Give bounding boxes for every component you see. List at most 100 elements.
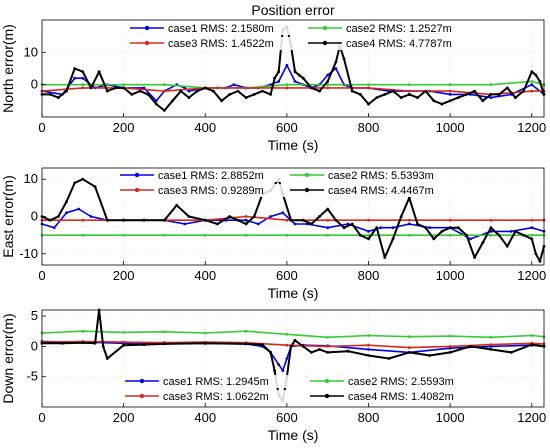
data-point-case2 <box>367 233 370 237</box>
data-point-case2 <box>122 83 125 87</box>
data-point-case4 <box>509 351 513 354</box>
data-point-case4 <box>203 341 207 345</box>
data-point-case2 <box>448 233 452 237</box>
data-point-case1 <box>73 76 77 80</box>
legend-entry-background <box>288 184 464 197</box>
data-point-case1 <box>183 86 187 90</box>
data-point-case4 <box>424 226 427 230</box>
legend-entry-background <box>128 22 304 35</box>
panel-1: 0 200 400 600 800 1000 1200 0 10 Time (s) North er… <box>0 19 546 153</box>
data-point-case4 <box>236 89 240 93</box>
x-tick-label: 1200 <box>517 268 546 283</box>
legend-swatch-marker <box>144 25 150 31</box>
data-point-case1 <box>232 83 236 87</box>
data-point-case3 <box>285 218 289 222</box>
data-point-case4 <box>297 73 301 77</box>
data-point-case4 <box>334 218 338 222</box>
data-point-case4 <box>326 207 330 211</box>
data-point-case4 <box>244 96 248 99</box>
x-tick-label: 1000 <box>436 268 465 283</box>
data-point-case2 <box>81 83 85 87</box>
data-point-case4 <box>310 222 313 226</box>
data-point-case1 <box>285 357 289 360</box>
x-tick-label: 1200 <box>517 120 546 135</box>
data-point-case4 <box>163 109 166 112</box>
data-point-case1 <box>530 83 534 87</box>
data-point-case4 <box>261 89 264 93</box>
data-point-case4 <box>505 86 509 90</box>
data-point-case3 <box>81 218 85 222</box>
data-point-case4 <box>473 256 476 259</box>
data-point-case4 <box>228 93 232 96</box>
data-point-case1 <box>277 80 281 83</box>
y-tick-label: 10 <box>24 171 38 186</box>
data-point-case4 <box>105 218 109 222</box>
data-point-case4 <box>538 80 542 83</box>
data-point-case2 <box>326 233 330 237</box>
data-point-case4 <box>318 215 321 218</box>
data-point-case4 <box>448 99 452 103</box>
x-tick-label: 600 <box>276 120 298 135</box>
data-point-case4 <box>171 99 175 103</box>
x-axis-label: Time (s) <box>268 285 319 301</box>
data-point-case4 <box>350 89 354 93</box>
data-point-case4 <box>522 233 525 237</box>
legend-swatch-marker <box>144 40 150 46</box>
data-point-case4 <box>93 341 97 345</box>
data-point-case2 <box>489 83 493 87</box>
data-point-case4 <box>73 181 77 185</box>
data-point-case4 <box>142 218 146 222</box>
data-point-case4 <box>93 185 97 189</box>
legend-swatch-marker <box>304 187 310 193</box>
data-point-case1 <box>326 226 330 230</box>
legend-entry-case1: case1 RMS: 2.8852m <box>118 169 294 182</box>
data-point-case4 <box>130 93 134 96</box>
data-point-case2 <box>163 330 166 334</box>
legend-label: case4 RMS: 4.7787m <box>346 38 452 50</box>
data-point-case1 <box>407 222 411 226</box>
data-point-case3 <box>244 215 248 218</box>
data-point-case4 <box>244 342 248 346</box>
data-point-case2 <box>163 83 166 87</box>
data-point-case4 <box>530 237 534 241</box>
data-point-case4 <box>61 341 64 345</box>
data-point-case4 <box>375 96 379 99</box>
data-point-case3 <box>448 345 452 348</box>
data-point-case4 <box>163 218 166 222</box>
legend-label: case3 RMS: 1.0622m <box>163 391 269 403</box>
data-point-case4 <box>301 345 305 348</box>
data-point-case4 <box>497 233 501 237</box>
plot-area <box>42 20 544 117</box>
data-point-case4 <box>514 230 517 233</box>
legend-entry-background <box>288 169 464 182</box>
data-point-case4 <box>387 357 391 360</box>
data-point-case4 <box>367 237 370 241</box>
data-point-case4 <box>293 338 297 342</box>
legend-swatch-marker <box>139 393 145 399</box>
legend-entry-case4: case4 RMS: 1.4082m <box>308 390 484 403</box>
data-point-case2 <box>407 233 411 237</box>
data-point-case4 <box>252 215 256 218</box>
data-point-case3 <box>122 340 125 344</box>
data-point-case1 <box>367 230 370 233</box>
data-point-case1 <box>367 348 370 351</box>
data-point-case1 <box>448 93 452 96</box>
data-point-case4 <box>252 93 256 96</box>
data-point-case4 <box>391 89 395 93</box>
x-tick-label: 200 <box>113 120 135 135</box>
data-point-case2 <box>326 335 330 339</box>
x-tick-label: 0 <box>38 268 45 283</box>
data-point-case1 <box>187 89 191 93</box>
legend-entry-background <box>123 375 299 388</box>
legend-swatch-marker <box>134 187 140 193</box>
x-tick-label: 400 <box>194 120 216 135</box>
data-point-case4 <box>203 218 207 222</box>
legend-label: case3 RMS: 1.4522m <box>168 38 274 50</box>
data-point-case3 <box>407 218 411 222</box>
data-point-case4 <box>465 233 468 237</box>
x-tick-label: 1000 <box>436 120 465 135</box>
data-point-case4 <box>456 226 460 230</box>
data-point-case4 <box>301 76 305 80</box>
data-point-case4 <box>220 99 224 103</box>
